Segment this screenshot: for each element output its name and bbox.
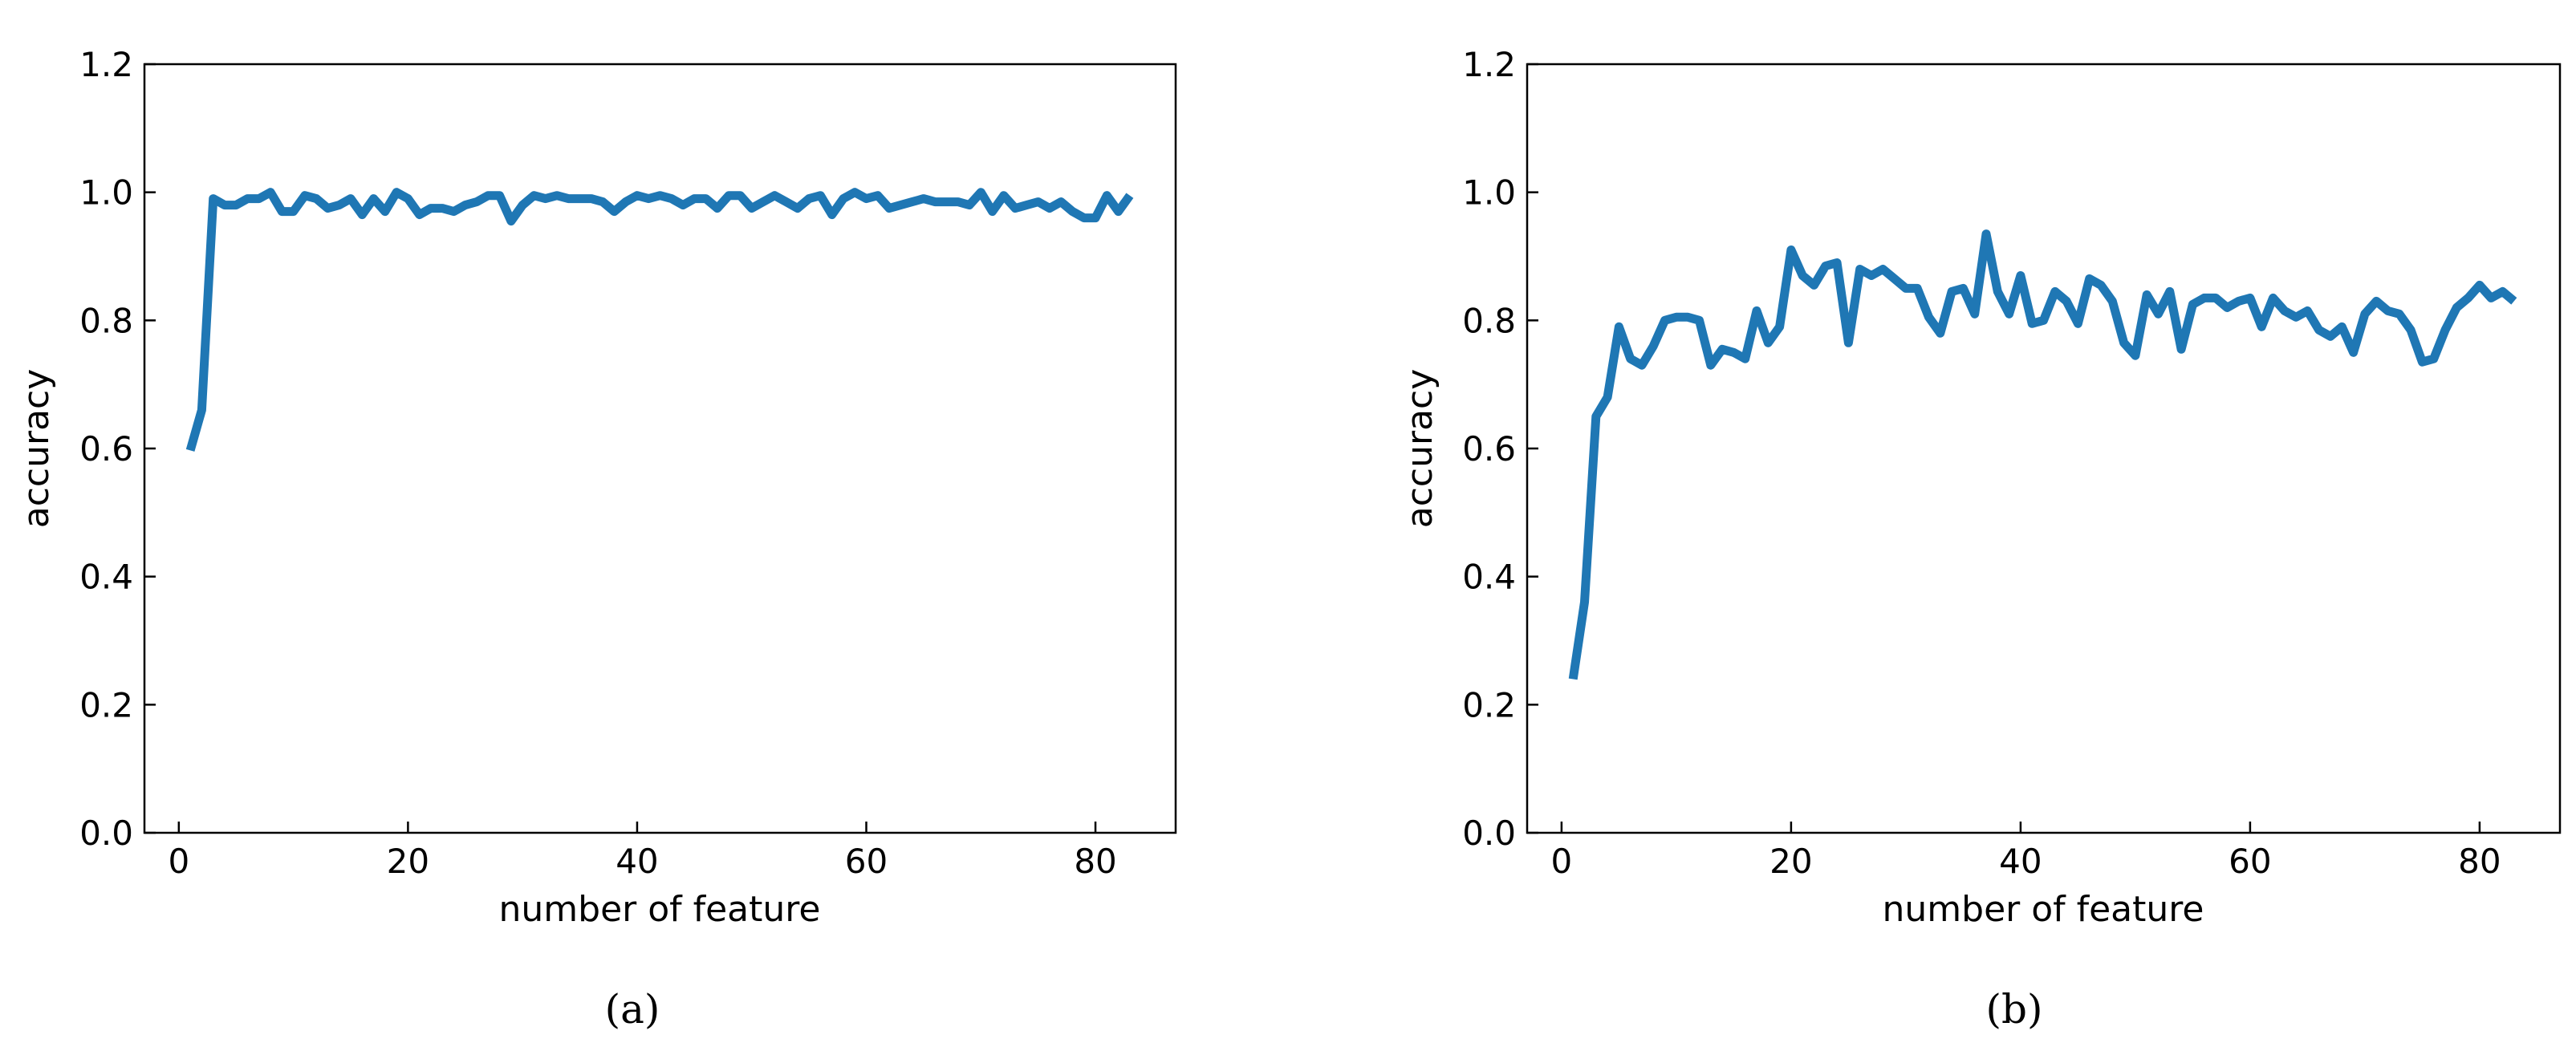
y-tick-label: 0.0 [79, 814, 133, 853]
x-tick-label: 40 [616, 842, 658, 881]
chart-panel-a: 0 20 40 60 80 0.0 0.2 0.4 0.6 0.8 1.0 1.2 number o… [16, 45, 1177, 1033]
x-axis-label-a: number of feature [499, 889, 821, 930]
y-axis-label-a: accuracy [16, 369, 57, 529]
chart-panel-b: 0 20 40 60 80 0.0 0.2 0.4 0.6 0.8 1.0 1.2 number o… [1400, 45, 2562, 1033]
y-tick-label: 0.4 [79, 558, 133, 597]
y-tick-label: 0.8 [79, 301, 133, 340]
caption-b: (b) [1985, 986, 2042, 1033]
y-tick-label: 0.0 [1462, 814, 1516, 853]
y-tick-label: 0.8 [1462, 301, 1516, 340]
accuracy-line-a [185, 188, 1134, 452]
x-ticks-a: 0 20 40 60 80 [168, 822, 1117, 881]
y-tick-label: 1.0 [1462, 173, 1516, 213]
x-tick-label: 60 [845, 842, 888, 881]
plot-frame-b [1526, 63, 2562, 834]
plot-frame-a [143, 63, 1177, 834]
caption-a: (a) [605, 986, 660, 1033]
x-tick-label: 0 [168, 842, 189, 881]
y-tick-label: 1.2 [1462, 45, 1516, 84]
y-tick-label: 0.2 [79, 685, 133, 724]
y-tick-label: 0.2 [1462, 685, 1516, 724]
y-ticks-b: 0.0 0.2 0.4 0.6 0.8 1.0 1.2 [1462, 45, 1538, 853]
x-tick-label: 80 [2458, 842, 2501, 881]
x-tick-label: 20 [387, 842, 429, 881]
x-ticks-b: 0 20 40 60 80 [1551, 822, 2501, 881]
x-tick-label: 80 [1074, 842, 1116, 881]
x-axis-label-b: number of feature [1883, 889, 2204, 930]
x-tick-label: 40 [1999, 842, 2042, 881]
y-axis-label-b: accuracy [1400, 369, 1440, 529]
y-tick-label: 1.2 [79, 45, 133, 84]
x-tick-label: 60 [2229, 842, 2271, 881]
x-tick-label: 0 [1551, 842, 1573, 881]
y-tick-label: 0.6 [1462, 429, 1516, 469]
y-tick-label: 1.0 [79, 173, 133, 213]
x-tick-label: 20 [1769, 842, 1812, 881]
accuracy-line-b [1568, 229, 2517, 680]
y-tick-label: 0.4 [1462, 558, 1516, 597]
y-ticks-a: 0.0 0.2 0.4 0.6 0.8 1.0 1.2 [79, 45, 156, 853]
y-tick-label: 0.6 [79, 429, 133, 469]
